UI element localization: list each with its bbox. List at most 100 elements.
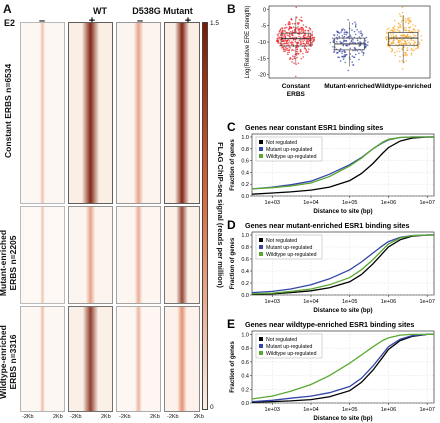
heatmap-cell-r1-c3 [164,206,200,304]
jitter-point [335,52,338,54]
jitter-point [391,41,394,44]
y-tick-label: -5 [261,24,266,30]
jitter-point [400,42,403,44]
jitter-point [284,50,286,53]
jitter-point [341,34,344,37]
jitter-point [298,28,300,31]
jitter-point [286,47,289,50]
x-tick-label: 1e+05 [342,200,357,206]
jitter-point [288,44,290,46]
jitter-point [393,51,396,54]
jitter-point [347,69,350,72]
jitter-point [304,47,306,49]
jitter-point [409,20,412,23]
jitter-point [291,48,294,51]
jitter-point [349,42,351,44]
x-tick-label: 1e+03 [265,200,280,206]
jitter-point [359,32,362,35]
jitter-point [288,21,290,23]
panel-c-chart: C Genes near constant ESR1 binding sites 0… [227,120,435,215]
jitter-point [413,49,415,51]
jitter-point [336,38,339,40]
jitter-point [302,27,304,30]
jitter-point [313,36,316,39]
jitter-point [341,41,343,44]
jitter-point [300,30,303,32]
jitter-point [295,16,298,18]
jitter-point [278,36,281,39]
y-tick-label: 1.0 [241,332,249,338]
jitter-point [302,24,305,26]
y-tick-label: 0.8 [241,147,249,153]
jitter-point [351,55,354,57]
x-tick-label: 1e+03 [265,407,280,413]
heatmap-cell-r2-c3 [164,306,200,412]
jitter-point [352,41,355,44]
jitter-point [354,33,357,36]
jitter-point [395,34,397,37]
heatmap-cell-r1-c1 [68,206,113,304]
jitter-point [297,41,299,44]
jitter-point [290,26,292,29]
jitter-point [293,36,295,39]
x-tick-label: 1e+07 [419,299,434,305]
jitter-point [285,46,287,49]
y-tick-label: 0.2 [241,281,249,287]
x-tick-label: 1e+05 [342,407,357,413]
jitter-point [405,43,408,46]
jitter-point [346,31,348,33]
jitter-point [307,35,310,38]
jitter-point [297,22,300,24]
jitter-point [399,15,402,17]
jitter-point [291,36,294,39]
jitter-point [403,61,405,64]
jitter-point [284,24,287,26]
jitter-point [406,39,409,42]
jitter-point [284,27,286,29]
category-label: Wildtype-enriched [375,83,431,90]
jitter-point [355,23,357,25]
jitter-point [336,40,338,43]
jitter-point [277,35,280,37]
jitter-point [420,35,423,37]
jitter-point [399,24,402,26]
jitter-point [302,42,305,45]
jitter-point [282,40,285,43]
y-tick-label: 0.2 [241,387,249,393]
jitter-point [300,57,303,60]
jitter-point [412,39,415,42]
jitter-point [356,50,359,52]
jitter-point [344,54,347,57]
jitter-point [290,41,293,43]
y-tick-label: 0.0 [241,293,249,299]
jitter-point [408,26,410,29]
legend-label: Wildtype up-regulated [266,252,317,258]
jitter-point [288,33,291,35]
jitter-point [291,30,294,32]
jitter-point [293,55,296,58]
jitter-point [281,43,283,46]
x-axis-label: Distance to site (bp) [313,415,372,422]
jitter-point [417,28,419,31]
jitter-point [402,43,405,45]
legend-label: Not regulated [266,238,297,244]
jitter-point [353,56,356,59]
jitter-point [348,44,350,46]
jitter-point [398,13,401,15]
jitter-point [291,55,294,57]
jitter-point [332,41,335,44]
jitter-point [288,46,290,48]
col-sign-wt-minus: – [38,15,46,27]
jitter-point [358,36,361,38]
jitter-point [275,39,278,42]
jitter-point [296,51,299,53]
jitter-point [405,19,407,22]
jitter-point [406,35,408,38]
jitter-point [299,49,302,51]
jitter-point [282,34,284,36]
jitter-point [278,30,281,33]
y-tick-label: 1.0 [241,233,249,239]
jitter-point [339,47,342,50]
box-group-0 [275,6,316,78]
